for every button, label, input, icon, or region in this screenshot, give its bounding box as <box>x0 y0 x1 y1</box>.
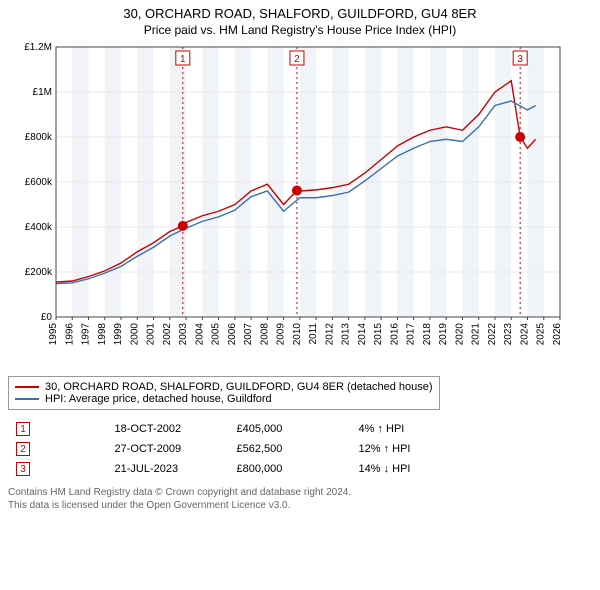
x-axis-label: 2018 <box>422 323 433 346</box>
event-marker-icon: 2 <box>16 442 30 456</box>
legend-label: 30, ORCHARD ROAD, SHALFORD, GUILDFORD, G… <box>45 381 433 393</box>
event-cell-price: £562,500 <box>231 440 351 458</box>
event-cell-delta: 4% ↑ HPI <box>353 420 590 438</box>
y-axis-label: £800k <box>25 132 53 143</box>
event-cell-marker: 3 <box>10 460 107 478</box>
event-cell-date: 21-JUL-2023 <box>109 460 229 478</box>
event-marker-icon: 1 <box>180 54 186 65</box>
x-axis-label: 2023 <box>503 323 514 346</box>
x-axis-label: 1999 <box>113 323 124 346</box>
legend-swatch <box>15 398 39 400</box>
x-axis-label: 2007 <box>243 323 254 346</box>
table-row: 2 27-OCT-2009£562,50012% ↑ HPI <box>10 440 590 458</box>
legend: 30, ORCHARD ROAD, SHALFORD, GUILDFORD, G… <box>8 376 440 410</box>
y-axis-label: £0 <box>41 312 53 323</box>
event-marker-icon: 1 <box>16 422 30 436</box>
event-cell-marker: 2 <box>10 440 107 458</box>
y-axis-label: £1M <box>33 87 52 98</box>
x-axis-label: 2019 <box>438 323 449 346</box>
x-axis-label: 2020 <box>454 323 465 346</box>
y-axis-label: £200k <box>25 267 53 278</box>
x-axis-label: 2010 <box>292 323 303 346</box>
event-cell-marker: 1 <box>10 420 107 438</box>
y-axis-label: £1.2M <box>24 42 52 53</box>
x-axis-label: 2022 <box>487 323 498 346</box>
footnote-line-1: Contains HM Land Registry data © Crown c… <box>8 486 592 499</box>
titles: 30, ORCHARD ROAD, SHALFORD, GUILDFORD, G… <box>8 6 592 37</box>
event-cell-price: £800,000 <box>231 460 351 478</box>
chart-title: 30, ORCHARD ROAD, SHALFORD, GUILDFORD, G… <box>8 6 592 21</box>
x-axis-label: 2026 <box>552 323 563 346</box>
legend-row: 30, ORCHARD ROAD, SHALFORD, GUILDFORD, G… <box>15 381 433 393</box>
x-axis-label: 2009 <box>276 323 287 346</box>
x-axis-label: 2002 <box>162 323 173 346</box>
chart-subtitle: Price paid vs. HM Land Registry's House … <box>8 23 592 37</box>
event-marker-icon: 3 <box>16 462 30 476</box>
event-cell-date: 18-OCT-2002 <box>109 420 229 438</box>
x-axis-label: 2001 <box>146 323 157 346</box>
x-axis-label: 1996 <box>64 323 75 346</box>
x-axis-label: 2013 <box>341 323 352 346</box>
x-axis-label: 2025 <box>536 323 547 346</box>
legend-label: HPI: Average price, detached house, Guil… <box>45 393 272 405</box>
event-marker-icon: 2 <box>294 54 300 65</box>
event-cell-delta: 12% ↑ HPI <box>353 440 590 458</box>
x-axis-label: 1997 <box>81 323 92 346</box>
legend-swatch <box>15 386 39 388</box>
x-axis-label: 2015 <box>373 323 384 346</box>
x-axis-label: 2006 <box>227 323 238 346</box>
events-table: 1 18-OCT-2002£405,0004% ↑ HPI 2 27-OCT-2009… <box>8 418 592 480</box>
x-axis-label: 1998 <box>97 323 108 346</box>
x-axis-label: 2017 <box>406 323 417 346</box>
x-axis-label: 2024 <box>519 323 530 346</box>
x-axis-label: 2003 <box>178 323 189 346</box>
event-cell-date: 27-OCT-2009 <box>109 440 229 458</box>
x-axis-label: 2021 <box>471 323 482 346</box>
y-axis-label: £600k <box>25 177 53 188</box>
x-axis-label: 2005 <box>211 323 222 346</box>
x-axis-label: 2011 <box>308 323 319 345</box>
table-row: 1 18-OCT-2002£405,0004% ↑ HPI <box>10 420 590 438</box>
x-axis-label: 2012 <box>324 323 335 346</box>
event-cell-price: £405,000 <box>231 420 351 438</box>
event-marker-icon: 3 <box>517 54 523 65</box>
x-axis-label: 2008 <box>259 323 270 346</box>
table-row: 3 21-JUL-2023£800,00014% ↓ HPI <box>10 460 590 478</box>
event-cell-delta: 14% ↓ HPI <box>353 460 590 478</box>
x-axis-label: 2004 <box>194 323 205 346</box>
legend-row: HPI: Average price, detached house, Guil… <box>15 393 433 405</box>
x-axis-label: 2000 <box>129 323 140 346</box>
x-axis-label: 1995 <box>48 323 59 346</box>
footnote-line-2: This data is licensed under the Open Gov… <box>8 499 592 512</box>
price-chart: £0 £200k £400k £600k £800k £1M £1.2M 1995 1996 19… <box>8 37 592 367</box>
x-axis-label: 2014 <box>357 323 368 346</box>
x-axis-label: 2016 <box>389 323 400 346</box>
footnote: Contains HM Land Registry data © Crown c… <box>8 486 592 512</box>
y-axis-label: £400k <box>25 222 53 233</box>
